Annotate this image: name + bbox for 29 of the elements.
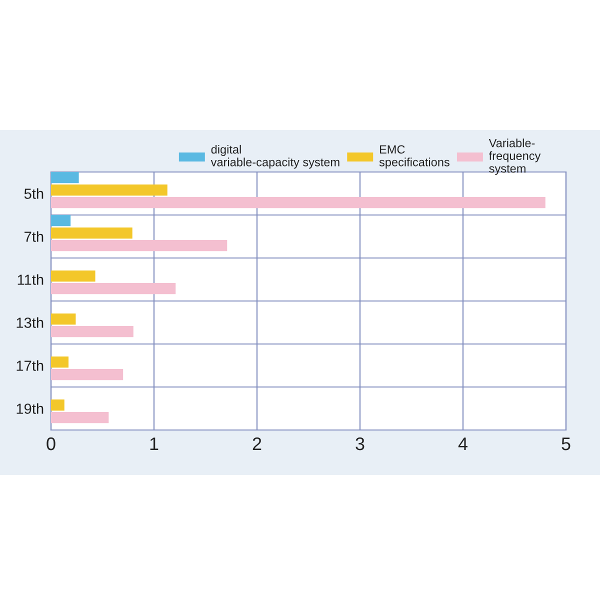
bar: [51, 184, 168, 196]
legend-label: EMC specifications: [379, 145, 450, 169]
x-tick-label: 2: [252, 437, 262, 450]
bar: [51, 356, 69, 368]
y-tick-label: 19th: [16, 403, 44, 414]
x-tick-label: 5: [562, 438, 570, 450]
bar: [51, 412, 109, 424]
y-tick-label: 11th: [18, 274, 44, 285]
y-tick-label: 5th: [24, 188, 44, 199]
bar: [51, 368, 124, 380]
y-tick-label: 13th: [16, 317, 44, 328]
bar: [51, 196, 546, 208]
x-tick-label: 4: [458, 438, 468, 450]
bar: [51, 326, 134, 338]
x-tick-label: 3: [356, 437, 364, 450]
bar: [51, 282, 176, 294]
y-tick-label: 7th: [24, 231, 44, 242]
bar: [51, 227, 132, 239]
x-tick-label: 1: [150, 438, 158, 450]
bar: [51, 172, 79, 184]
bar: [51, 240, 228, 252]
bar: [51, 313, 76, 325]
bar: [51, 215, 71, 226]
bar: [51, 399, 64, 411]
legend-label: digital variable-capacity system: [210, 144, 340, 169]
legend-label: Variable- frequency system: [488, 138, 541, 176]
bar: [51, 270, 96, 282]
y-tick-label: 17th: [16, 360, 44, 371]
x-tick-label: 0: [46, 437, 56, 450]
